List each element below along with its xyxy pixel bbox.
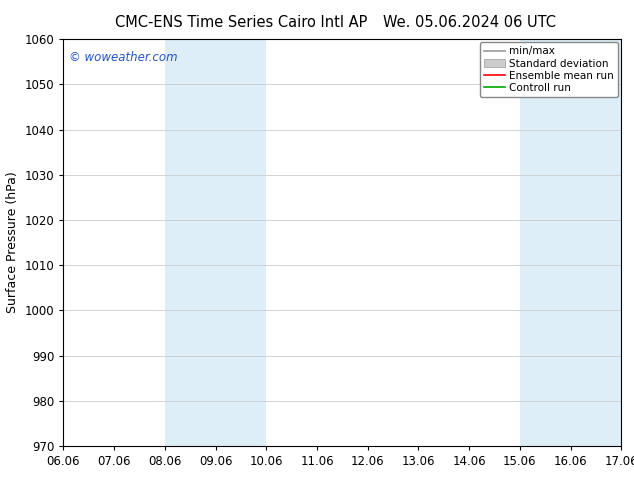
Text: CMC-ENS Time Series Cairo Intl AP: CMC-ENS Time Series Cairo Intl AP [115, 15, 367, 30]
Bar [165, 39, 266, 446]
Text: We. 05.06.2024 06 UTC: We. 05.06.2024 06 UTC [383, 15, 555, 30]
Legend: min/max, Standard deviation, Ensemble mean run, Controll run: min/max, Standard deviation, Ensemble me… [480, 42, 618, 97]
Bar [520, 39, 621, 446]
Y-axis label: Surface Pressure (hPa): Surface Pressure (hPa) [6, 172, 19, 314]
Text: © woweather.com: © woweather.com [69, 51, 178, 64]
